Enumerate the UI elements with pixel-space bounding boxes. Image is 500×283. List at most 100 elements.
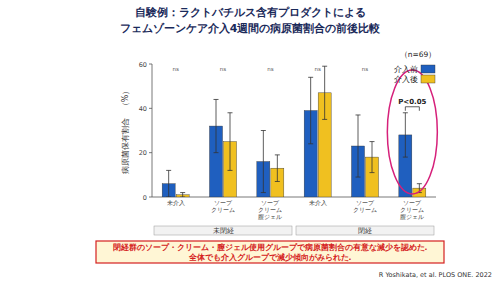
annotation: ns <box>314 66 320 72</box>
error-bar <box>370 142 375 173</box>
error-line <box>263 131 264 193</box>
x-tick-line: クリーム <box>353 206 377 213</box>
group-label: 閉経 <box>358 227 372 235</box>
x-tick-label: ソープクリーム <box>211 199 235 213</box>
group-box <box>296 226 434 235</box>
plot-marks <box>162 66 426 197</box>
annotation: ns <box>362 66 368 72</box>
background <box>0 0 500 283</box>
error-bar <box>322 66 327 119</box>
x-tick-label: ソープクリーム <box>353 199 377 213</box>
error-bar <box>275 155 280 182</box>
error-cap <box>370 141 375 142</box>
error-cap <box>403 157 408 158</box>
error-line <box>216 99 217 152</box>
error-line <box>277 155 278 182</box>
y-axis <box>152 64 153 197</box>
y-tick-label: 40 <box>139 105 147 113</box>
x-tick-line: クリーム <box>400 206 424 213</box>
error-cap <box>308 77 313 78</box>
error-cap <box>180 197 185 198</box>
error-cap <box>261 192 266 193</box>
sample-note: （n=69） <box>400 50 437 59</box>
subtitle: フェムゾーンケア介入4週間の病原菌割合の前後比較 <box>120 22 382 35</box>
error-line <box>310 77 311 144</box>
x-tick-label: ソープクリーム膣ジェル <box>400 199 424 220</box>
error-cap <box>261 130 266 131</box>
error-bar <box>403 113 408 157</box>
x-tick-label: ソープクリーム膣ジェル <box>258 199 282 220</box>
annotation: ns <box>172 66 178 72</box>
legend-label: 介入前 <box>394 65 418 74</box>
error-bar <box>356 115 361 177</box>
bracket <box>405 107 419 111</box>
error-cap <box>275 154 280 155</box>
x-tick-line: ソープ <box>403 199 422 206</box>
y-tick-label: 20 <box>139 149 147 157</box>
error-cap <box>214 99 219 100</box>
y-tick <box>149 108 152 109</box>
x-axis <box>152 197 436 198</box>
error-cap <box>214 152 219 153</box>
x-tick-line: ソープ <box>356 199 375 206</box>
error-bar <box>214 99 219 152</box>
error-line <box>230 113 231 171</box>
x-tick-line: 未介入 <box>167 199 185 206</box>
x-tick-label: 未介入 <box>167 199 185 206</box>
error-bar <box>228 113 233 171</box>
y-tick <box>149 197 152 198</box>
error-cap <box>275 181 280 182</box>
error-line <box>324 66 325 119</box>
legend-swatch <box>421 65 435 73</box>
annotation: ns <box>267 66 273 72</box>
annotation: ns <box>220 66 226 72</box>
x-tick-line: ソープ <box>261 199 280 206</box>
error-cap <box>322 119 327 120</box>
error-line <box>182 193 183 197</box>
error-cap <box>166 170 171 171</box>
error-cap <box>356 177 361 178</box>
error-cap <box>322 66 327 67</box>
x-tick-line: ソープ <box>214 199 233 206</box>
conclusion-box <box>96 241 444 263</box>
title: 自験例：ラクトバチルス含有プロダクトによる <box>135 6 366 19</box>
y-tick-label: 0 <box>143 194 147 202</box>
annotation: P<0.05 <box>398 98 426 106</box>
error-cap <box>166 197 171 198</box>
x-tick-line: クリーム <box>258 206 282 213</box>
y-tick <box>149 152 152 153</box>
conclusion: 全体でも介入グループで減少傾向がみられた. <box>188 253 352 262</box>
error-cap <box>308 143 313 144</box>
conclusion: 閉経群のソープ・クリーム・膣ジェル使用グループで病原菌割合の有意な減少を認めた. <box>113 243 428 252</box>
error-line <box>168 170 169 197</box>
error-bar <box>261 131 266 193</box>
error-line <box>358 115 359 177</box>
error-bar <box>308 77 313 144</box>
error-cap <box>228 170 233 171</box>
legend-swatch <box>421 75 435 83</box>
x-tick-line: 膣ジェル <box>400 213 424 220</box>
error-cap <box>180 192 185 193</box>
error-bar <box>166 170 171 197</box>
error-cap <box>356 114 361 115</box>
error-line <box>405 113 406 157</box>
x-tick-line: 膣ジェル <box>258 213 282 220</box>
x-tick-label: 未介入 <box>309 199 327 206</box>
x-tick-line: クリーム <box>211 206 235 213</box>
y-tick <box>149 64 152 65</box>
error-cap <box>228 112 233 113</box>
error-cap <box>403 112 408 113</box>
legend-label: 介入後 <box>394 75 418 84</box>
error-bar <box>180 193 185 197</box>
error-line <box>372 142 373 173</box>
citation: R Yoshikata, et al. PLOS ONE. 2022 <box>379 271 492 279</box>
error-cap <box>370 172 375 173</box>
group-box <box>154 226 292 235</box>
group-label: 未閉経 <box>213 227 234 235</box>
y-axis-label: 病原菌保有割合 （%） <box>121 87 130 175</box>
y-tick-label: 60 <box>139 61 147 69</box>
highlight-ellipse <box>387 70 437 194</box>
error-cap <box>417 183 422 184</box>
chart: 自験例：ラクトバチルス含有プロダクトによるフェムゾーンケア介入4週間の病原菌割合… <box>0 0 500 283</box>
x-tick-line: 未介入 <box>309 199 327 206</box>
